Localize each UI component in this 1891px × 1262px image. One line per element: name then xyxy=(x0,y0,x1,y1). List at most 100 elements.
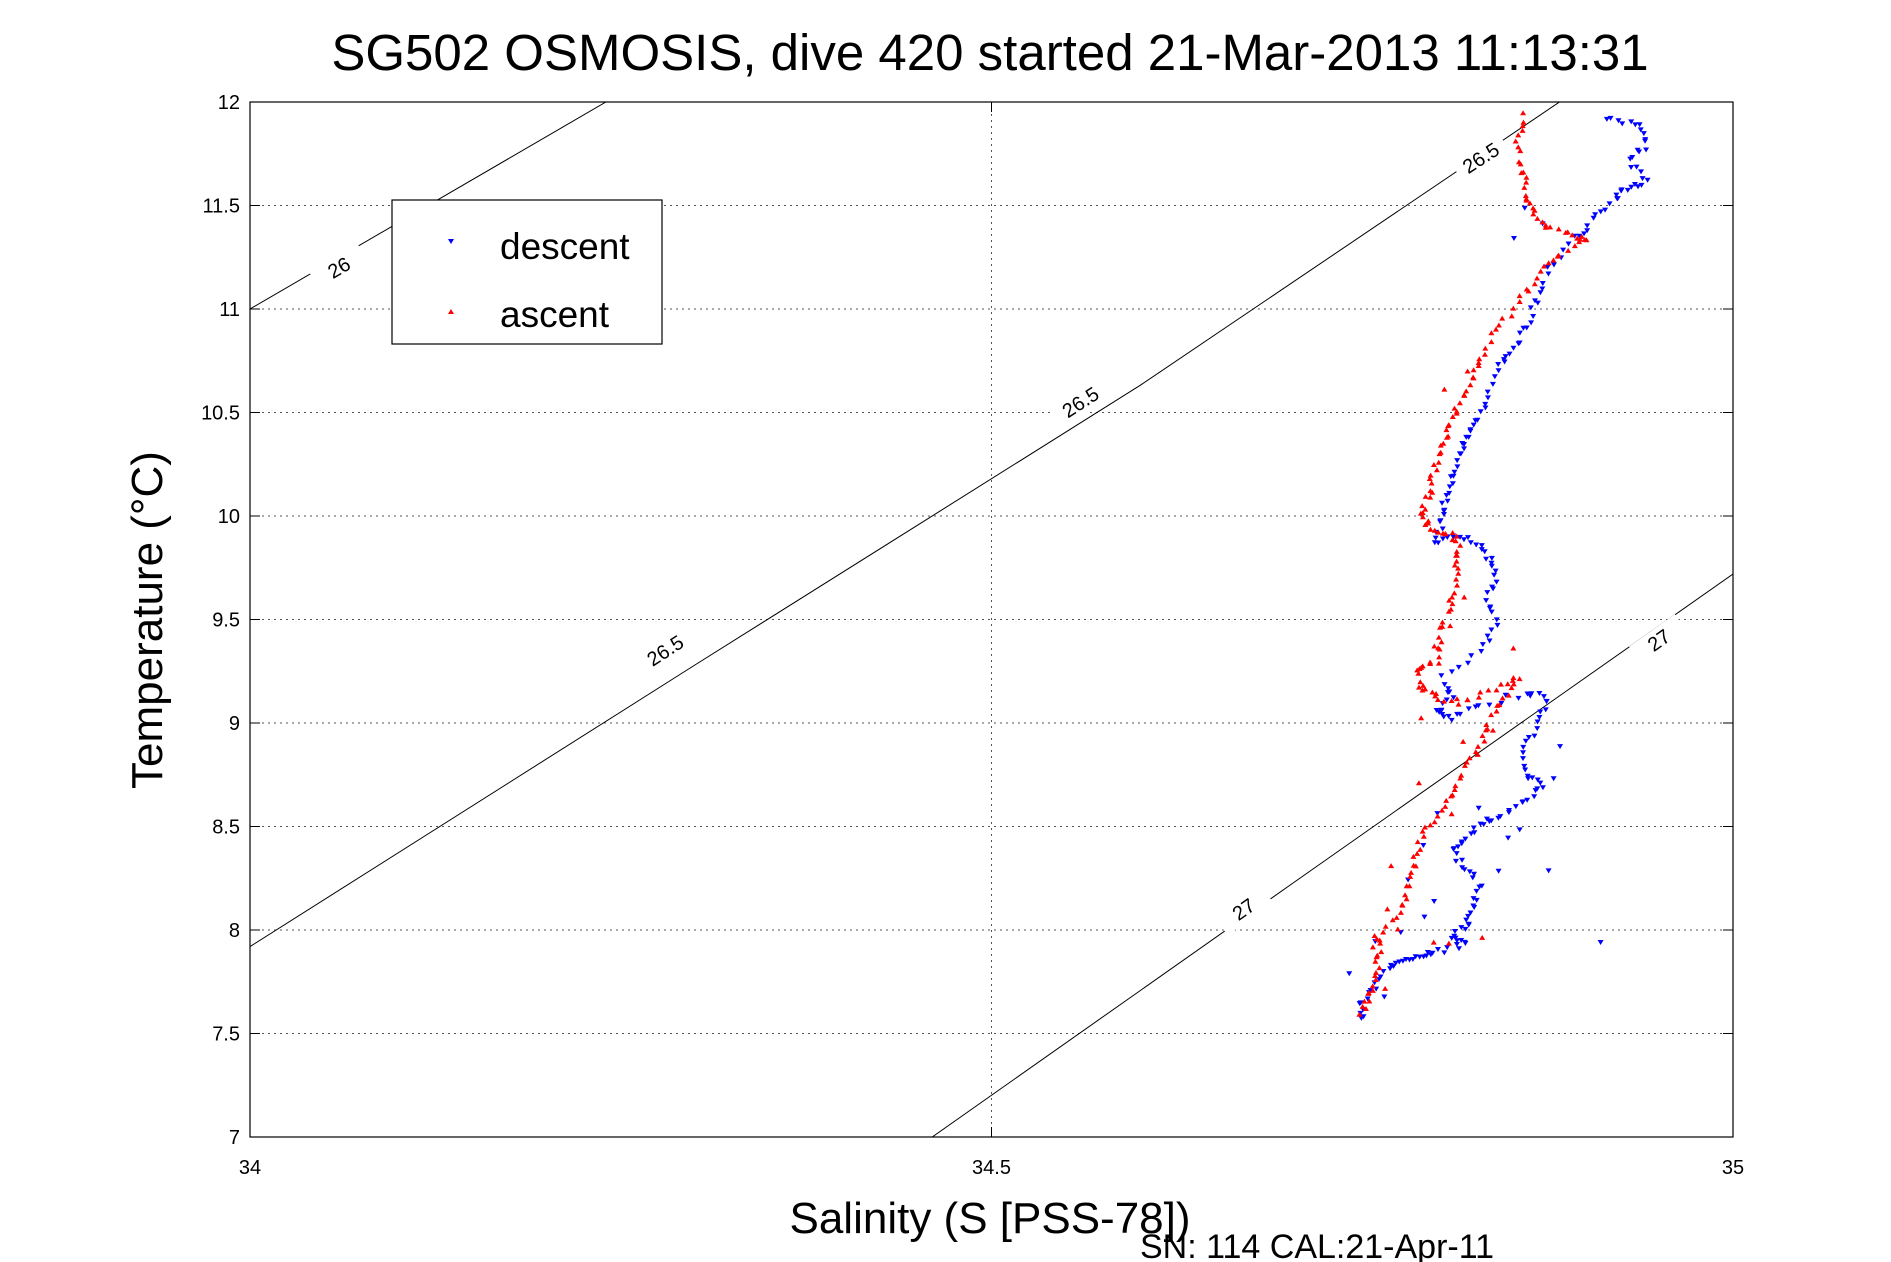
ascent-point xyxy=(1453,558,1460,564)
ascent-point xyxy=(1476,356,1483,362)
ascent-point xyxy=(1389,917,1396,923)
descent-point xyxy=(1543,698,1550,704)
ascent-point xyxy=(1434,697,1441,703)
descent-point xyxy=(1639,176,1646,182)
descent-point xyxy=(1521,763,1528,769)
descent-point xyxy=(1465,706,1472,712)
ascent-point xyxy=(1414,839,1421,845)
ascent-point xyxy=(1436,654,1443,660)
y-tick-label: 8 xyxy=(229,920,240,942)
ascent-point xyxy=(1516,293,1523,299)
ascent-point xyxy=(1451,590,1458,596)
descent-point xyxy=(1534,300,1541,306)
ascent-point xyxy=(1508,313,1515,319)
descent-point xyxy=(1473,888,1480,894)
ascent-point xyxy=(1441,386,1448,392)
descent-point xyxy=(1463,434,1470,440)
ascent-point xyxy=(1530,211,1537,217)
descent-point xyxy=(1505,835,1512,841)
descent-point xyxy=(1443,697,1450,703)
descent-point xyxy=(1462,940,1469,946)
ascent-point xyxy=(1399,902,1406,908)
ascent-point xyxy=(1475,694,1482,700)
descent-point xyxy=(1597,209,1604,215)
descent-point xyxy=(1387,962,1394,968)
descent-point xyxy=(1628,165,1635,171)
descent-point xyxy=(1584,228,1591,234)
density-contour-line xyxy=(250,102,1560,948)
ascent-point xyxy=(1448,698,1455,704)
descent-point xyxy=(1545,271,1552,277)
ascent-point xyxy=(1414,850,1421,856)
descent-point xyxy=(1450,695,1457,701)
y-tick-label: 9.5 xyxy=(212,610,240,632)
ascent-point xyxy=(1445,423,1452,429)
descent-point xyxy=(1420,843,1427,849)
ascent-point xyxy=(1359,1003,1366,1009)
descent-point xyxy=(1471,871,1478,877)
descent-point xyxy=(1424,949,1431,955)
ascent-point xyxy=(1522,193,1529,199)
descent-point xyxy=(1544,264,1551,270)
ascent-point xyxy=(1403,896,1410,902)
ascent-point xyxy=(1525,288,1532,294)
descent-point xyxy=(1636,149,1643,155)
descent-point xyxy=(1455,664,1462,670)
descent-point xyxy=(1531,733,1538,739)
ascent-point xyxy=(1384,906,1391,912)
descent-point xyxy=(1452,858,1459,864)
ascent-point xyxy=(1519,123,1526,129)
legend-box xyxy=(391,199,663,345)
ascent-point xyxy=(1516,676,1523,682)
descent-point xyxy=(1534,726,1541,732)
descent-point xyxy=(1493,617,1500,623)
ascent-point xyxy=(1397,909,1404,915)
descent-point xyxy=(1633,164,1640,170)
ascent-point xyxy=(1414,667,1421,673)
descent-point xyxy=(1483,598,1490,604)
ascent-point xyxy=(1440,698,1447,704)
ascent-point xyxy=(1439,807,1446,813)
descent-point xyxy=(1498,700,1505,706)
descent-point xyxy=(1536,691,1543,697)
chart-title: SG502 OSMOSIS, dive 420 started 21-Mar-2… xyxy=(331,24,1648,81)
descent-point xyxy=(1387,966,1394,972)
ascent-point xyxy=(1493,708,1500,714)
ascent-point xyxy=(1578,233,1585,239)
ascent-point xyxy=(1534,215,1541,221)
descent-point xyxy=(1461,446,1468,452)
descent-point xyxy=(1618,188,1625,194)
descent-point xyxy=(1592,212,1599,218)
descent-point xyxy=(1470,422,1477,428)
descent-point xyxy=(1519,799,1526,805)
descent-point xyxy=(1443,492,1450,498)
descent-point xyxy=(1632,122,1639,128)
descent-point xyxy=(1445,713,1452,719)
ascent-point xyxy=(1419,514,1426,520)
descent-point xyxy=(1457,711,1464,717)
y-tick-label: 12 xyxy=(218,92,240,114)
descent-point xyxy=(1493,579,1500,585)
descent-point xyxy=(1530,313,1537,319)
ascent-point xyxy=(1483,721,1490,727)
ascent-point xyxy=(1371,932,1378,938)
ascent-point xyxy=(1372,958,1379,964)
descent-point xyxy=(1510,345,1517,351)
ascent-point xyxy=(1576,239,1583,245)
descent-point xyxy=(1439,536,1446,542)
legend: descent ascent xyxy=(391,199,663,345)
descent-point xyxy=(1486,605,1493,611)
descent-point xyxy=(1471,905,1478,911)
contour-label-bg xyxy=(308,243,370,293)
descent-point xyxy=(1446,484,1453,490)
ascent-point xyxy=(1460,738,1467,744)
ascent-point xyxy=(1492,326,1499,332)
descent-point xyxy=(1441,950,1448,956)
descent-point xyxy=(1492,568,1499,574)
descent-point xyxy=(1539,785,1546,791)
descent-point xyxy=(1458,937,1465,943)
ascent-point xyxy=(1451,405,1458,411)
ascent-point xyxy=(1427,822,1434,828)
ascent-point xyxy=(1422,521,1429,527)
ascent-point xyxy=(1377,940,1384,946)
